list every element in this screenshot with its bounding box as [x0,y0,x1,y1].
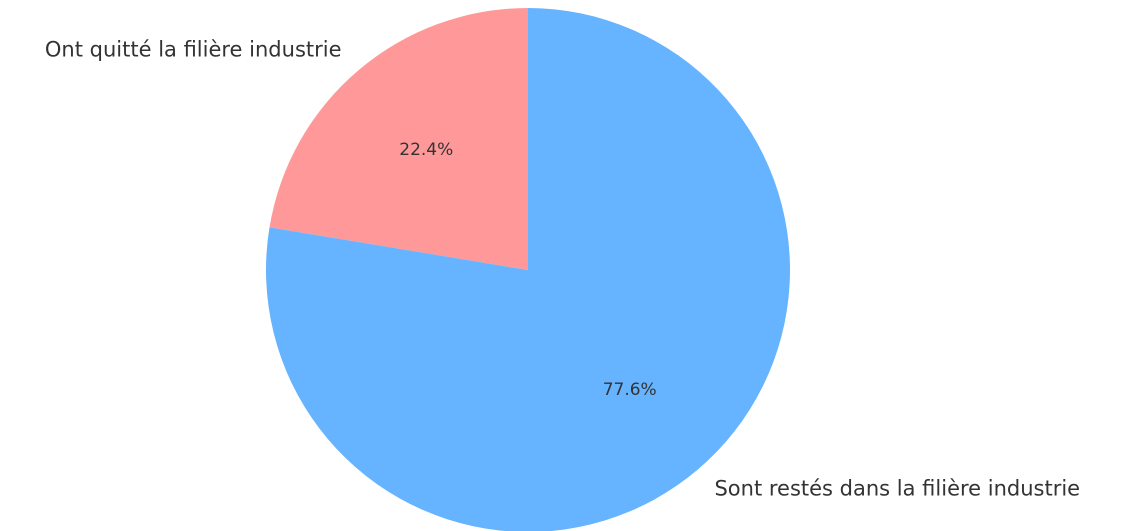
value-label: 77.6% [603,380,657,400]
slice-label: Ont quitté la filière industrie [45,37,342,61]
pie-slice [266,8,790,531]
slice-label: Sont restés dans la filière industrie [714,477,1080,501]
pie-slice [269,8,528,270]
value-label: 22.4% [399,140,453,160]
